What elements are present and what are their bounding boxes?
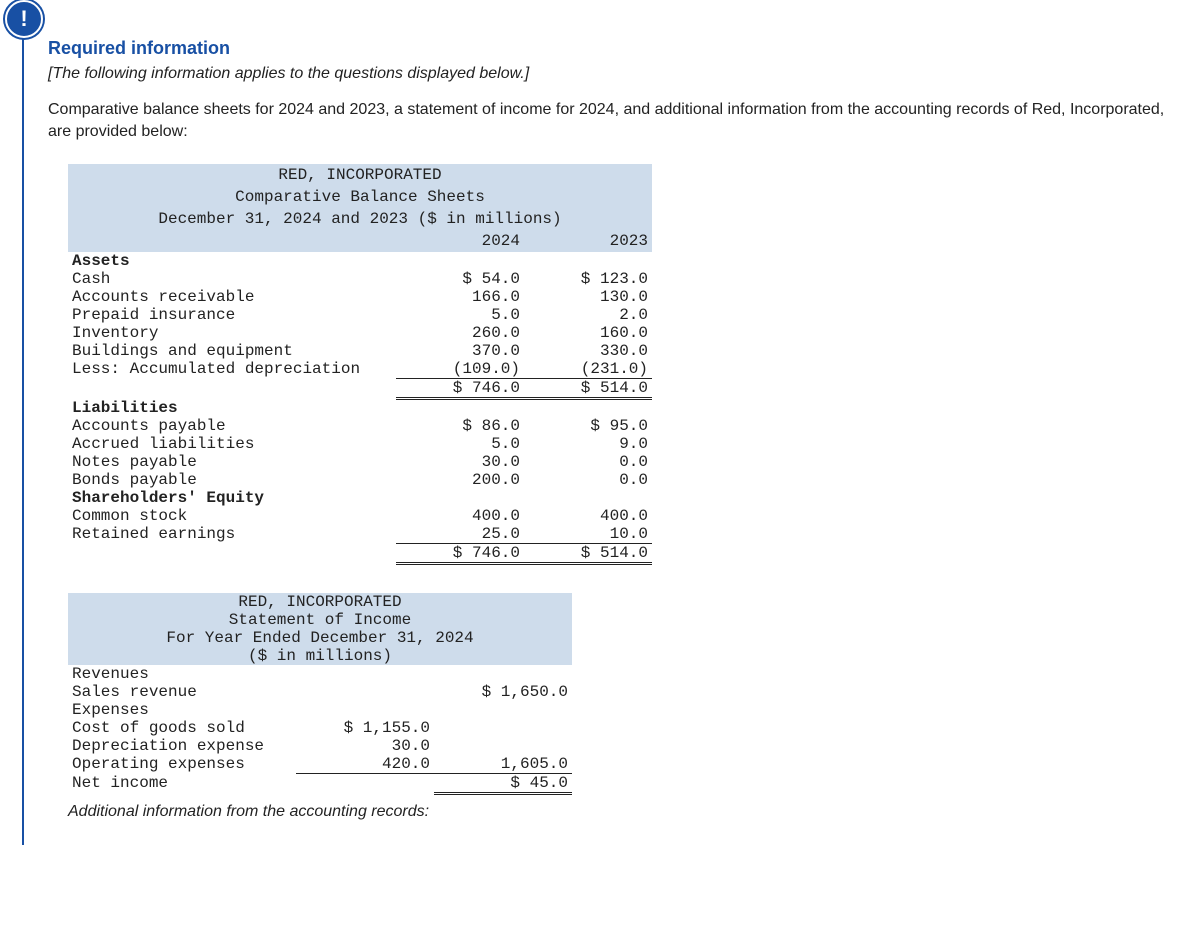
equity-label: Shareholders' Equity: [68, 489, 396, 507]
row-cash-label: Cash: [68, 270, 396, 288]
balance-sheet-table: RED, INCORPORATED Comparative Balance Sh…: [68, 164, 652, 565]
income-statement-table: RED, INCORPORATED Statement of Income Fo…: [68, 593, 572, 795]
row-prepaid-label: Prepaid insurance: [68, 306, 396, 324]
sales-value: $ 1,650.0: [434, 683, 572, 701]
row-accdep-label: Less: Accumulated depreciation: [68, 360, 396, 379]
opex-label: Operating expenses: [68, 755, 296, 774]
is-title1: RED, INCORPORATED: [68, 593, 572, 611]
row-accdep-2023: (231.0): [524, 360, 652, 379]
is-title4: ($ in millions): [68, 647, 572, 665]
row-prepaid-2023: 2.0: [524, 306, 652, 324]
row-ar-label: Accounts receivable: [68, 288, 396, 306]
additional-info-heading: Additional information from the accounti…: [68, 803, 1176, 821]
bs-title2: Comparative Balance Sheets: [68, 186, 652, 208]
row-inv-2024: 260.0: [396, 324, 524, 342]
row-accdep-2024: (109.0): [396, 360, 524, 379]
row-re-2024: 25.0: [396, 525, 524, 544]
total-le-2023: $ 514.0: [524, 543, 652, 563]
row-re-label: Retained earnings: [68, 525, 396, 544]
exp-label: Expenses: [68, 701, 296, 719]
row-np-2023: 0.0: [524, 453, 652, 471]
assets-label: Assets: [68, 252, 396, 270]
row-accr-label: Accrued liabilities: [68, 435, 396, 453]
opex-v1: 420.0: [296, 755, 434, 774]
row-prepaid-2024: 5.0: [396, 306, 524, 324]
row-cash-2024: $ 54.0: [396, 270, 524, 288]
section-heading: Required information: [48, 10, 1176, 59]
bs-title1: RED, INCORPORATED: [68, 164, 652, 186]
row-accr-2024: 5.0: [396, 435, 524, 453]
row-ar-2023: 130.0: [524, 288, 652, 306]
rev-label: Revenues: [68, 665, 296, 683]
bs-col-2023: 2023: [524, 230, 652, 252]
row-cash-2023: $ 123.0: [524, 270, 652, 288]
row-np-label: Notes payable: [68, 453, 396, 471]
row-cs-2023: 400.0: [524, 507, 652, 525]
bs-blank: [68, 230, 396, 252]
content-panel: ! Required information [The following in…: [22, 10, 1200, 845]
row-bp-2024: 200.0: [396, 471, 524, 489]
info-badge-icon: !: [5, 0, 43, 38]
ni-label: Net income: [68, 773, 296, 793]
sales-label: Sales revenue: [68, 683, 296, 701]
intro-text: Comparative balance sheets for 2024 and …: [48, 99, 1176, 142]
ni-value: $ 45.0: [434, 773, 572, 793]
row-bldg-2023: 330.0: [524, 342, 652, 360]
is-title2: Statement of Income: [68, 611, 572, 629]
row-ap-label: Accounts payable: [68, 417, 396, 435]
total-assets-2024: $ 746.0: [396, 379, 524, 399]
dep-label: Depreciation expense: [68, 737, 296, 755]
row-cs-label: Common stock: [68, 507, 396, 525]
row-ar-2024: 166.0: [396, 288, 524, 306]
bs-col-2024: 2024: [396, 230, 524, 252]
is-title3: For Year Ended December 31, 2024: [68, 629, 572, 647]
cogs-value: $ 1,155.0: [296, 719, 434, 737]
row-ap-2023: $ 95.0: [524, 417, 652, 435]
total-le-2024: $ 746.0: [396, 543, 524, 563]
total-assets-2023: $ 514.0: [524, 379, 652, 399]
opex-v2: 1,605.0: [434, 755, 572, 774]
liab-label: Liabilities: [68, 399, 396, 417]
row-accr-2023: 9.0: [524, 435, 652, 453]
row-np-2024: 30.0: [396, 453, 524, 471]
row-re-2023: 10.0: [524, 525, 652, 544]
bs-title3: December 31, 2024 and 2023 ($ in million…: [68, 208, 652, 230]
applies-note: [The following information applies to th…: [48, 65, 1176, 83]
row-inv-2023: 160.0: [524, 324, 652, 342]
row-ap-2024: $ 86.0: [396, 417, 524, 435]
row-inv-label: Inventory: [68, 324, 396, 342]
dep-value: 30.0: [296, 737, 434, 755]
row-cs-2024: 400.0: [396, 507, 524, 525]
row-bldg-2024: 370.0: [396, 342, 524, 360]
row-bldg-label: Buildings and equipment: [68, 342, 396, 360]
row-bp-2023: 0.0: [524, 471, 652, 489]
cogs-label: Cost of goods sold: [68, 719, 296, 737]
row-bp-label: Bonds payable: [68, 471, 396, 489]
